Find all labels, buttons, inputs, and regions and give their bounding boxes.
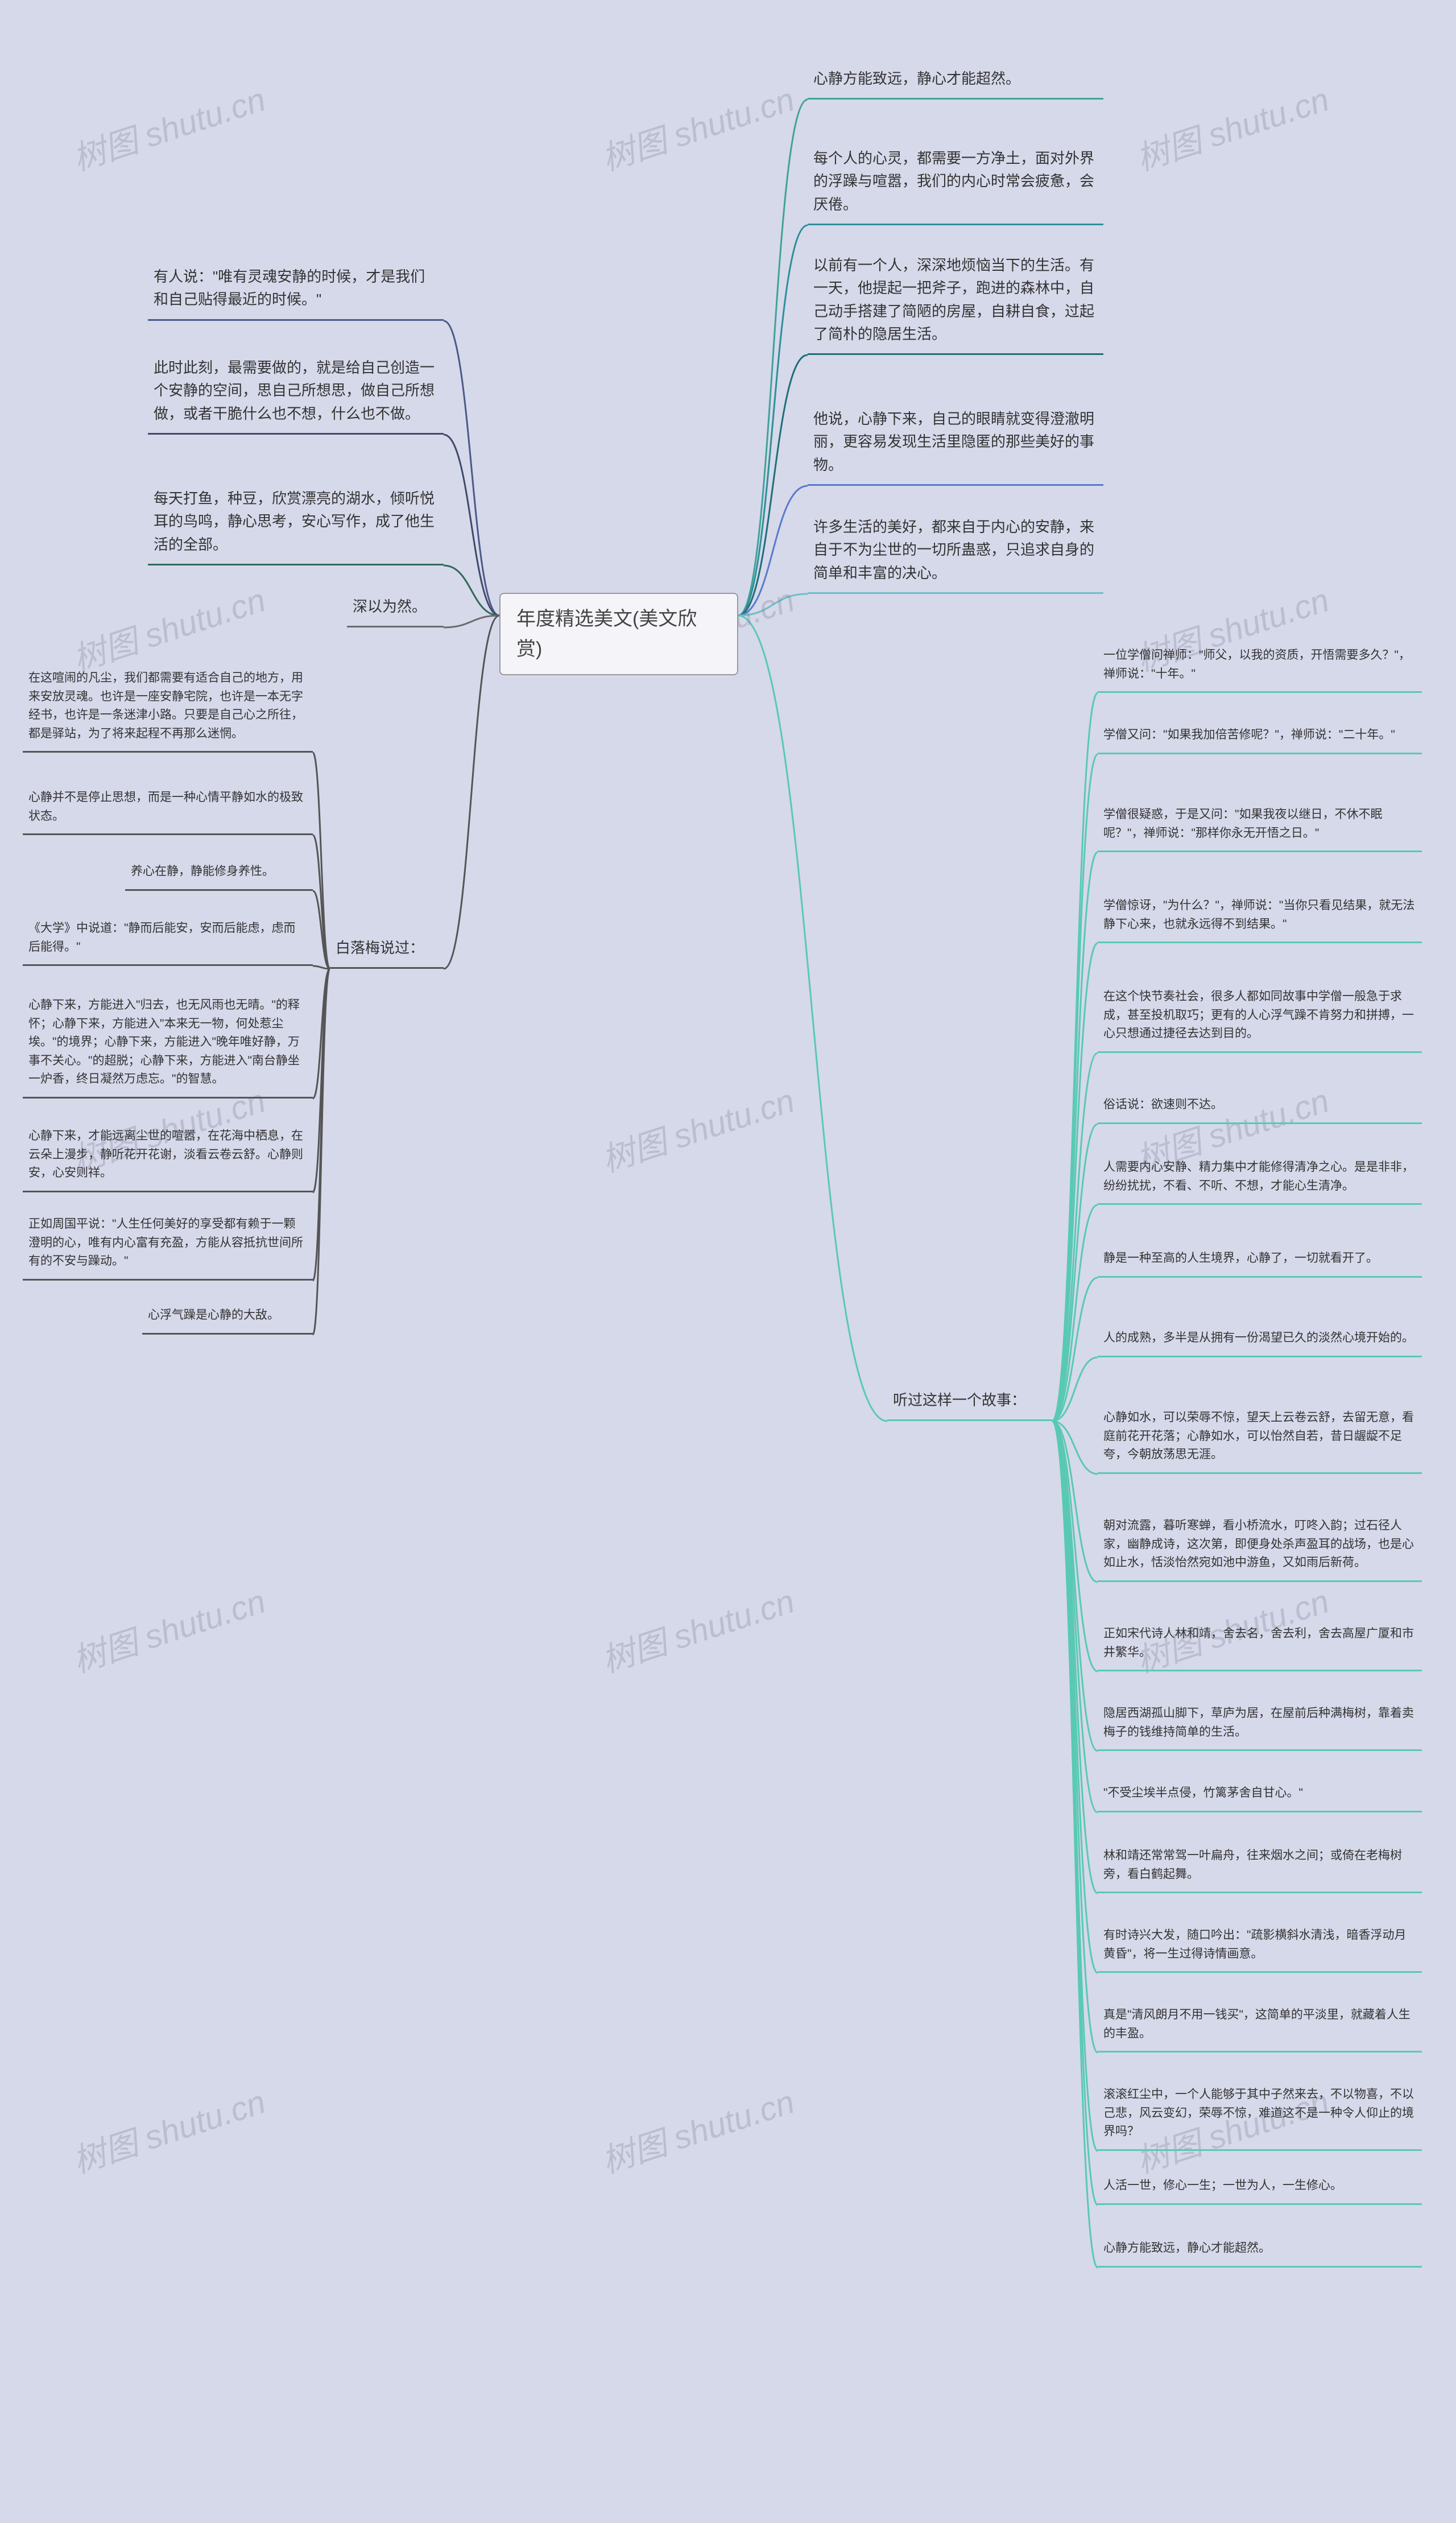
edge	[444, 435, 499, 616]
edge	[1052, 1421, 1098, 1893]
watermark: 树图 shutu.cn	[1130, 73, 1334, 180]
watermark: 树图 shutu.cn	[595, 2075, 800, 2182]
edge	[1052, 1421, 1098, 1582]
watermark: 树图 shutu.cn	[66, 1575, 271, 1682]
watermark: 树图 shutu.cn	[66, 573, 271, 680]
node-r4[interactable]: 他说，心静下来，自己的眼睛就变得澄澈明丽，更容易发现生活里隐匿的那些美好的事物。	[808, 404, 1103, 486]
node-l5[interactable]: 白落梅说过：	[330, 933, 444, 969]
edge	[1052, 1357, 1098, 1421]
node-r6c6[interactable]: 俗话说：欲速则不达。	[1098, 1092, 1422, 1124]
edge	[738, 616, 887, 1421]
node-r6c19[interactable]: 人活一世，修心一生；一世为人，一生修心。	[1098, 2173, 1422, 2205]
node-l5c3[interactable]: 养心在静，静能修身养性。	[125, 859, 313, 891]
node-r6c12[interactable]: 正如宋代诗人林和靖，舍去名，舍去利，舍去高屋广厦和市井繁华。	[1098, 1621, 1422, 1671]
edge	[1052, 1124, 1098, 1421]
edge	[1052, 1421, 1098, 2053]
edge	[444, 616, 499, 969]
edge	[1052, 754, 1098, 1421]
edge	[313, 969, 330, 1281]
mindmap-canvas: 树图 shutu.cn 树图 shutu.cn 树图 shutu.cn 树图 shut…	[0, 0, 1456, 2523]
node-r6c15[interactable]: 林和靖还常常驾一叶扁舟，往来烟水之间；或倚在老梅树旁，看白鹤起舞。	[1098, 1843, 1422, 1893]
node-l5c8[interactable]: 心浮气躁是心静的大敌。	[142, 1303, 313, 1335]
edge	[1052, 1421, 1098, 1751]
watermark: 树图 shutu.cn	[595, 1074, 800, 1181]
node-r6c4[interactable]: 学僧惊讶，"为什么？"，禅师说："当你只看见结果，就无法静下心来，也就永远得不到…	[1098, 893, 1422, 943]
node-r6c2[interactable]: 学僧又问："如果我加倍苦修呢？"，禅师说："二十年。"	[1098, 722, 1422, 754]
node-l5c4[interactable]: 《大学》中说道："静而后能安，安而后能虑，虑而后能得。"	[23, 916, 313, 966]
node-r6c13[interactable]: 隐居西湖孤山脚下，草庐为居，在屋前后种满梅树，靠着卖梅子的钱维持简单的生活。	[1098, 1701, 1422, 1751]
watermark: 树图 shutu.cn	[595, 73, 800, 180]
edge	[313, 753, 330, 969]
node-l5c5[interactable]: 心静下来，方能进入"归去，也无风雨也无晴。"的释怀；心静下来，方能进入"本来无一…	[23, 993, 313, 1099]
edge	[444, 616, 499, 627]
watermark: 树图 shutu.cn	[66, 2075, 271, 2182]
edge	[444, 321, 499, 616]
edge	[1052, 1421, 1098, 1474]
edge	[313, 969, 330, 1192]
edge	[738, 355, 808, 616]
node-l5c7[interactable]: 正如周国平说："人生任何美好的享受都有赖于一颗澄明的心，唯有内心富有充盈，方能从…	[23, 1212, 313, 1281]
node-r6c16[interactable]: 有时诗兴大发，随口吟出："疏影横斜水清浅，暗香浮动月黄昏"，将一生过得诗情画意。	[1098, 1923, 1422, 1973]
node-r3[interactable]: 以前有一个人，深深地烦恼当下的生活。有一天，他提起一把斧子，跑进的森林中，自己动…	[808, 250, 1103, 355]
node-r6c1[interactable]: 一位学僧问禅师："师父，以我的资质，开悟需要多久？"，禅师说："十年。"	[1098, 643, 1422, 693]
edge	[1052, 693, 1098, 1421]
node-l5c2[interactable]: 心静并不是停止思想，而是一种心情平静如水的极致状态。	[23, 785, 313, 835]
node-r6c14[interactable]: "不受尘埃半点侵，竹篱茅舍自甘心。"	[1098, 1781, 1422, 1812]
edge	[1052, 1205, 1098, 1421]
node-l5c6[interactable]: 心静下来，才能远离尘世的喧嚣，在花海中栖息，在云朵上漫步，静听花开花谢，淡看云卷…	[23, 1124, 313, 1192]
edge	[313, 966, 330, 969]
edge	[313, 835, 330, 969]
edge	[444, 565, 499, 616]
node-l1[interactable]: 有人说："唯有灵魂安静的时候，才是我们和自己贴得最近的时候。"	[148, 262, 444, 321]
edge	[1052, 1421, 1098, 1973]
node-l4[interactable]: 深以为然。	[347, 592, 444, 627]
edge	[1052, 1421, 1098, 1671]
node-r6c18[interactable]: 滚滚红尘中，一个人能够于其中子然来去，不以物喜，不以己悲，风云变幻，荣辱不惊，难…	[1098, 2082, 1422, 2151]
edge	[313, 891, 330, 969]
edge	[313, 969, 330, 1099]
node-r1[interactable]: 心静方能致远，静心才能超然。	[808, 64, 1103, 100]
node-r6c20[interactable]: 心静方能致远，静心才能超然。	[1098, 2236, 1422, 2268]
node-r2[interactable]: 每个人的心灵，都需要一方净土，面对外界的浮躁与喧嚣，我们的内心时常会疲惫，会厌倦…	[808, 143, 1103, 225]
node-r6c8[interactable]: 静是一种至高的人生境界，心静了，一切就看开了。	[1098, 1246, 1422, 1278]
edge	[1052, 1421, 1098, 2205]
edge	[1052, 1421, 1098, 2151]
edge	[738, 225, 808, 616]
edge	[1052, 852, 1098, 1421]
node-r6c7[interactable]: 人需要内心安静、精力集中才能修得清净之心。是是非非，纷纷扰扰，不看、不听、不想，…	[1098, 1155, 1422, 1205]
edge	[1052, 1421, 1098, 1812]
edge	[313, 969, 330, 1335]
node-r6c17[interactable]: 真是"清风朗月不用一钱买"，这简单的平淡里，就藏着人生的丰盈。	[1098, 2002, 1422, 2053]
watermark: 树图 shutu.cn	[595, 1575, 800, 1682]
edge	[738, 486, 808, 616]
node-l5c1[interactable]: 在这喧闹的凡尘，我们都需要有适合自己的地方，用来安放灵魂。也许是一座安静宅院，也…	[23, 666, 313, 753]
watermark: 树图 shutu.cn	[66, 73, 271, 180]
root-node[interactable]: 年度精选美文(美文欣赏)	[499, 593, 738, 675]
node-r6c3[interactable]: 学僧很疑惑，于是又问："如果我夜以继日，不休不眠呢？"，禅师说："那样你永无开悟…	[1098, 802, 1422, 852]
node-r6c10[interactable]: 心静如水，可以荣辱不惊，望天上云卷云舒，去留无意，看庭前花开花落；心静如水，可以…	[1098, 1405, 1422, 1474]
edge	[1052, 1278, 1098, 1421]
node-r6c11[interactable]: 朝对流露，暮听寒蝉，看小桥流水，叮咚入韵；过石径人家，幽静成诗，这次第，即便身处…	[1098, 1513, 1422, 1582]
node-r6[interactable]: 听过这样一个故事：	[887, 1385, 1052, 1421]
edge	[1052, 1421, 1098, 2268]
edge	[1052, 943, 1098, 1421]
node-l2[interactable]: 此时此刻，最需要做的，就是给自己创造一个安静的空间，思自己所想思，做自己所想做，…	[148, 353, 444, 435]
node-l3[interactable]: 每天打鱼，种豆，欣赏漂亮的湖水，倾听悦耳的鸟鸣，静心思考，安心写作，成了他生活的…	[148, 484, 444, 565]
edge	[738, 100, 808, 616]
edge	[738, 594, 808, 616]
node-r6c5[interactable]: 在这个快节奏社会，很多人都如同故事中学僧一般急于求成，甚至投机取巧；更有的人心浮…	[1098, 984, 1422, 1053]
node-r5[interactable]: 许多生活的美好，都来自于内心的安静，来自于不为尘世的一切所蛊惑，只追求自身的简单…	[808, 512, 1103, 594]
edge	[1052, 1053, 1098, 1421]
node-r6c9[interactable]: 人的成熟，多半是从拥有一份渴望已久的淡然心境开始的。	[1098, 1325, 1422, 1357]
